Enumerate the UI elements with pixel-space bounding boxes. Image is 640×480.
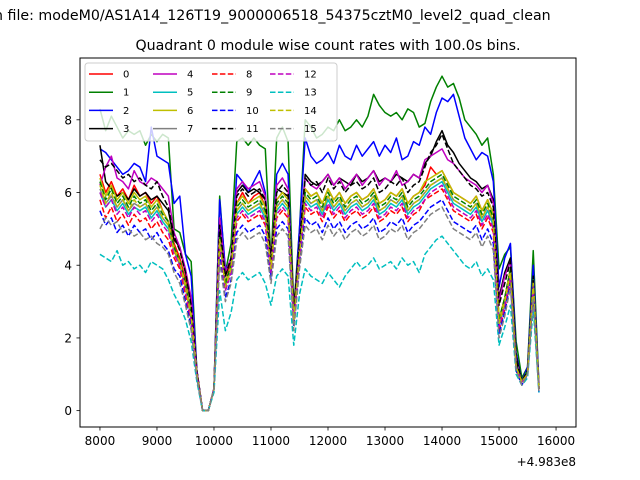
legend-label: 3 <box>123 124 129 135</box>
legend-label: 6 <box>187 106 193 117</box>
legend-item-11: 11 <box>212 124 259 135</box>
series-line-13 <box>99 235 540 412</box>
legend-label: 1 <box>123 88 129 99</box>
series-line-12 <box>99 184 540 412</box>
legend-item-10: 10 <box>212 106 259 117</box>
legend-label: 8 <box>246 70 252 81</box>
legend-item-14: 14 <box>270 106 317 117</box>
x-tick-label: 15000 <box>480 434 518 448</box>
legend-item-9: 9 <box>212 88 252 99</box>
figure-suptitle: n file: modeM0/AS1A14_126T19_9000006518_… <box>0 8 551 24</box>
series-line-15 <box>99 206 540 412</box>
y-tick-label: 0 <box>64 404 72 418</box>
x-tick-label: 16000 <box>537 434 575 448</box>
y-tick-label: 8 <box>64 113 72 127</box>
x-axis: 8000 9000 10000 11000 12000 13000 14000 15000 16… <box>85 427 575 448</box>
legend-item-0: 0 <box>89 70 129 81</box>
legend-item-13: 13 <box>270 88 317 99</box>
y-tick-label: 4 <box>64 259 72 273</box>
x-tick-label: 13000 <box>366 434 404 448</box>
legend-label: 11 <box>246 124 259 135</box>
legend-item-5: 5 <box>153 88 193 99</box>
series-line-2 <box>99 93 540 412</box>
y-axis: 0 2 4 6 8 <box>64 113 80 418</box>
x-tick-label: 9000 <box>142 434 173 448</box>
series-line-14 <box>99 177 540 412</box>
legend-label: 7 <box>187 124 193 135</box>
series-line-9 <box>99 173 540 412</box>
legend-item-15: 15 <box>270 124 317 135</box>
legend-label: 13 <box>304 88 317 99</box>
legend-item-6: 6 <box>153 106 193 117</box>
y-tick-label: 6 <box>64 186 72 200</box>
y-tick-label: 2 <box>64 331 72 345</box>
legend-item-7: 7 <box>153 124 193 135</box>
chart-title: Quadrant 0 module wise count rates with … <box>135 38 520 54</box>
legend-label: 9 <box>246 88 252 99</box>
series-line-8 <box>99 188 540 412</box>
x-tick-label: 11000 <box>252 434 290 448</box>
legend-item-2: 2 <box>89 106 129 117</box>
x-tick-label: 14000 <box>423 434 461 448</box>
series-line-11 <box>99 133 540 412</box>
legend-label: 12 <box>304 70 317 81</box>
legend-label: 0 <box>123 70 129 81</box>
legend-label: 10 <box>246 106 259 117</box>
x-tick-label: 10000 <box>195 434 233 448</box>
legend-frame <box>84 62 338 142</box>
legend-item-1: 1 <box>89 88 129 99</box>
legend-label: 14 <box>304 106 317 117</box>
series-line-10 <box>99 199 540 412</box>
x-tick-label: 12000 <box>309 434 347 448</box>
x-offset-label: +4.983e8 <box>517 455 576 469</box>
legend-item-12: 12 <box>270 70 317 81</box>
legend-item-4: 4 <box>153 70 193 81</box>
legend-label: 5 <box>187 88 193 99</box>
legend-item-8: 8 <box>212 70 252 81</box>
legend-label: 15 <box>304 124 317 135</box>
x-tick-label: 8000 <box>85 434 116 448</box>
legend-label: 4 <box>187 70 193 81</box>
legend-label: 2 <box>123 106 129 117</box>
legend-item-3: 3 <box>89 124 129 135</box>
